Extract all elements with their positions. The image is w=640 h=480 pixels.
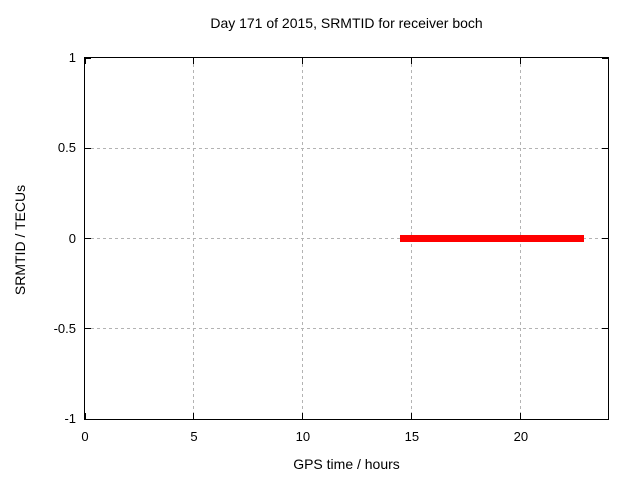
y-axis-tick (85, 147, 91, 149)
y-tick-label: -1 (64, 411, 76, 426)
y-axis-tick-mirror (602, 418, 608, 420)
plot-area (84, 57, 609, 420)
grid-line-horizontal (85, 238, 608, 239)
grid-line-horizontal (85, 147, 608, 149)
x-axis-tick (302, 413, 304, 419)
x-tick-label: 15 (404, 429, 420, 444)
y-axis-tick-mirror (602, 238, 608, 239)
y-axis-tick (85, 418, 91, 420)
chart-title: Day 171 of 2015, SRMTID for receiver boc… (210, 15, 483, 31)
y-axis-tick-mirror (602, 57, 608, 59)
x-axis-tick (411, 413, 413, 419)
x-axis-tick-mirror (193, 58, 195, 64)
x-tick-label: 0 (81, 429, 89, 444)
y-axis-tick-mirror (602, 147, 608, 149)
x-axis-tick-mirror (411, 58, 413, 64)
grid-line-horizontal (85, 328, 608, 330)
x-tick-label: 5 (190, 429, 198, 444)
x-axis-tick (193, 413, 195, 419)
x-axis-tick (520, 413, 522, 419)
x-axis-tick-mirror (520, 58, 522, 64)
y-axis-tick-mirror (602, 328, 608, 330)
y-tick-label: -0.5 (53, 320, 76, 336)
y-axis-tick (85, 57, 91, 59)
x-axis-tick-mirror (302, 58, 304, 64)
y-tick-label: 0.5 (57, 140, 76, 156)
y-tick-label: 0 (68, 230, 76, 246)
x-axis-tick (84, 413, 86, 419)
x-tick-label: 20 (513, 429, 529, 444)
y-tick-label: 1 (68, 50, 76, 65)
y-axis-tick (85, 328, 91, 330)
x-axis-tick-mirror (84, 58, 86, 64)
data-series-line (399, 235, 584, 242)
x-axis-label: GPS time / hours (293, 456, 400, 472)
y-axis-tick (85, 238, 91, 239)
x-tick-label: 10 (295, 429, 311, 444)
